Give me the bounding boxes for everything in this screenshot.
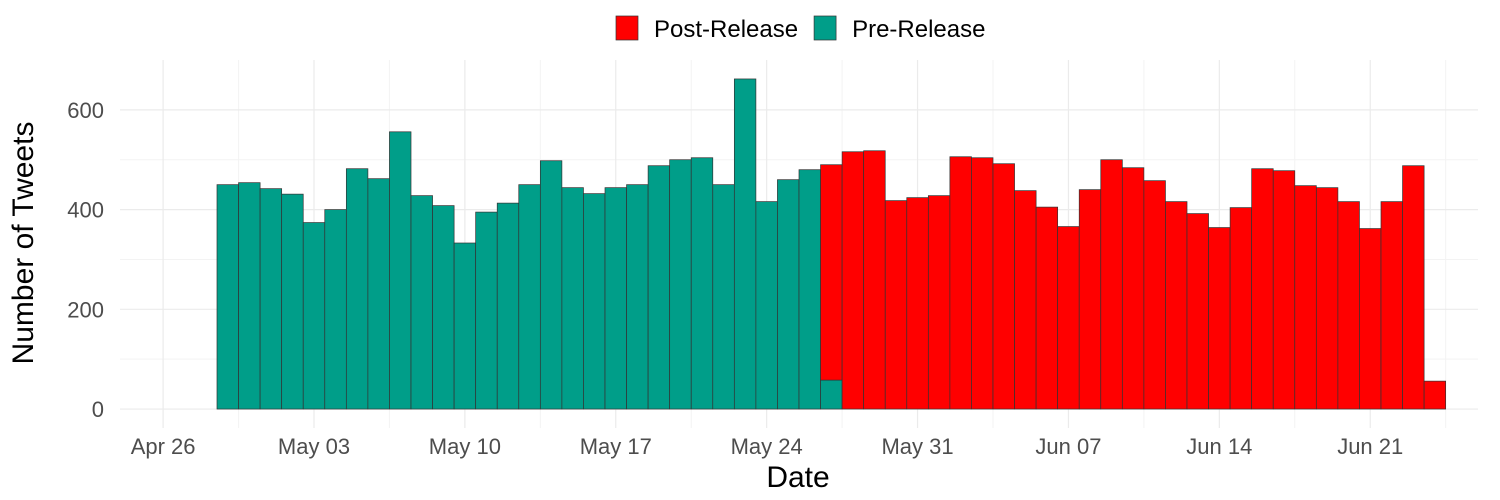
legend-swatch (813, 15, 837, 41)
bar-post-release (1337, 201, 1360, 410)
y-tick-label: 400 (67, 198, 104, 223)
bar-pre-release (712, 184, 735, 410)
x-axis-ticks: Apr 26 May 03 May 10 May 17 May 24 May 31 Jun … (131, 434, 1404, 459)
bar-post-release (1315, 187, 1339, 410)
bars (216, 78, 1447, 410)
bar-pre-release (820, 379, 843, 410)
x-tick-label: May 03 (278, 434, 350, 459)
bar-post-release (1035, 206, 1059, 410)
bar-post-release (1423, 380, 1447, 410)
bar-pre-release (410, 195, 433, 410)
bar-post-release (992, 163, 1015, 410)
bar-post-release (971, 157, 994, 410)
bar-post-release (1143, 180, 1166, 410)
y-axis-title: Number of Tweets (7, 122, 40, 365)
bar-post-release (1359, 228, 1382, 410)
bar-post-release (1186, 213, 1209, 410)
x-tick-label: May 10 (429, 434, 501, 459)
bar-post-release (1121, 167, 1145, 410)
bar-pre-release (777, 179, 800, 410)
x-tick-label: Apr 26 (131, 434, 196, 459)
bar-pre-release (690, 157, 714, 410)
bar-pre-release (647, 165, 671, 410)
bar-pre-release (453, 242, 477, 410)
bar-pre-release (539, 160, 563, 410)
bar-pre-release (389, 131, 412, 410)
bar-pre-release (755, 201, 778, 410)
y-tick-label: 0 (92, 397, 104, 422)
bar-pre-release (432, 205, 455, 410)
bar-post-release (1100, 159, 1123, 410)
bar-pre-release (496, 202, 520, 410)
bar-pre-release (216, 184, 239, 410)
bar-post-release (820, 164, 843, 381)
bar-post-release (949, 156, 972, 410)
bar-post-release (1057, 226, 1080, 410)
bar-pre-release (367, 178, 390, 410)
bar-post-release (927, 195, 951, 410)
bar-post-release (1251, 168, 1274, 410)
x-tick-label: May 31 (881, 434, 953, 459)
x-tick-label: Jun 14 (1186, 434, 1252, 459)
bar-pre-release (345, 168, 369, 410)
bar-post-release (841, 151, 865, 410)
bar-pre-release (798, 169, 821, 410)
x-tick-label: May 17 (580, 434, 652, 459)
bar-pre-release (626, 184, 649, 410)
bar-pre-release (604, 187, 627, 410)
bar-pre-release (475, 211, 498, 410)
bar-pre-release (561, 187, 584, 410)
bar-post-release (1078, 189, 1102, 410)
bar-post-release (1294, 185, 1317, 410)
legend-label: Post-Release (654, 16, 798, 43)
x-axis-title: Date (766, 461, 829, 494)
bar-post-release (884, 200, 908, 410)
y-tick-label: 600 (67, 98, 104, 123)
bar-pre-release (583, 193, 606, 410)
legend-swatch (615, 15, 639, 41)
bar-pre-release (733, 78, 757, 410)
bar-post-release (863, 150, 886, 410)
bar-post-release (1402, 165, 1425, 410)
x-tick-label: Jun 07 (1035, 434, 1101, 459)
bar-pre-release (324, 209, 347, 410)
bar-pre-release (669, 159, 692, 410)
legend: Post-Release Pre-Release (615, 15, 985, 43)
bar-pre-release (302, 222, 326, 410)
bar-post-release (1208, 227, 1231, 410)
bar-pre-release (281, 193, 304, 410)
bar-post-release (1272, 170, 1296, 410)
legend-label: Pre-Release (852, 16, 985, 43)
bar-post-release (1229, 207, 1253, 410)
bar-post-release (1014, 190, 1037, 410)
bar-pre-release (238, 182, 261, 410)
bar-post-release (906, 197, 929, 410)
x-tick-label: Jun 21 (1337, 434, 1403, 459)
x-tick-label: May 24 (731, 434, 803, 459)
bar-pre-release (518, 184, 541, 410)
bar-post-release (1380, 201, 1403, 410)
bar-pre-release (259, 188, 283, 410)
y-tick-label: 200 (67, 297, 104, 322)
bar-post-release (1165, 201, 1188, 410)
y-axis-ticks: 0 200 400 600 (67, 98, 104, 422)
